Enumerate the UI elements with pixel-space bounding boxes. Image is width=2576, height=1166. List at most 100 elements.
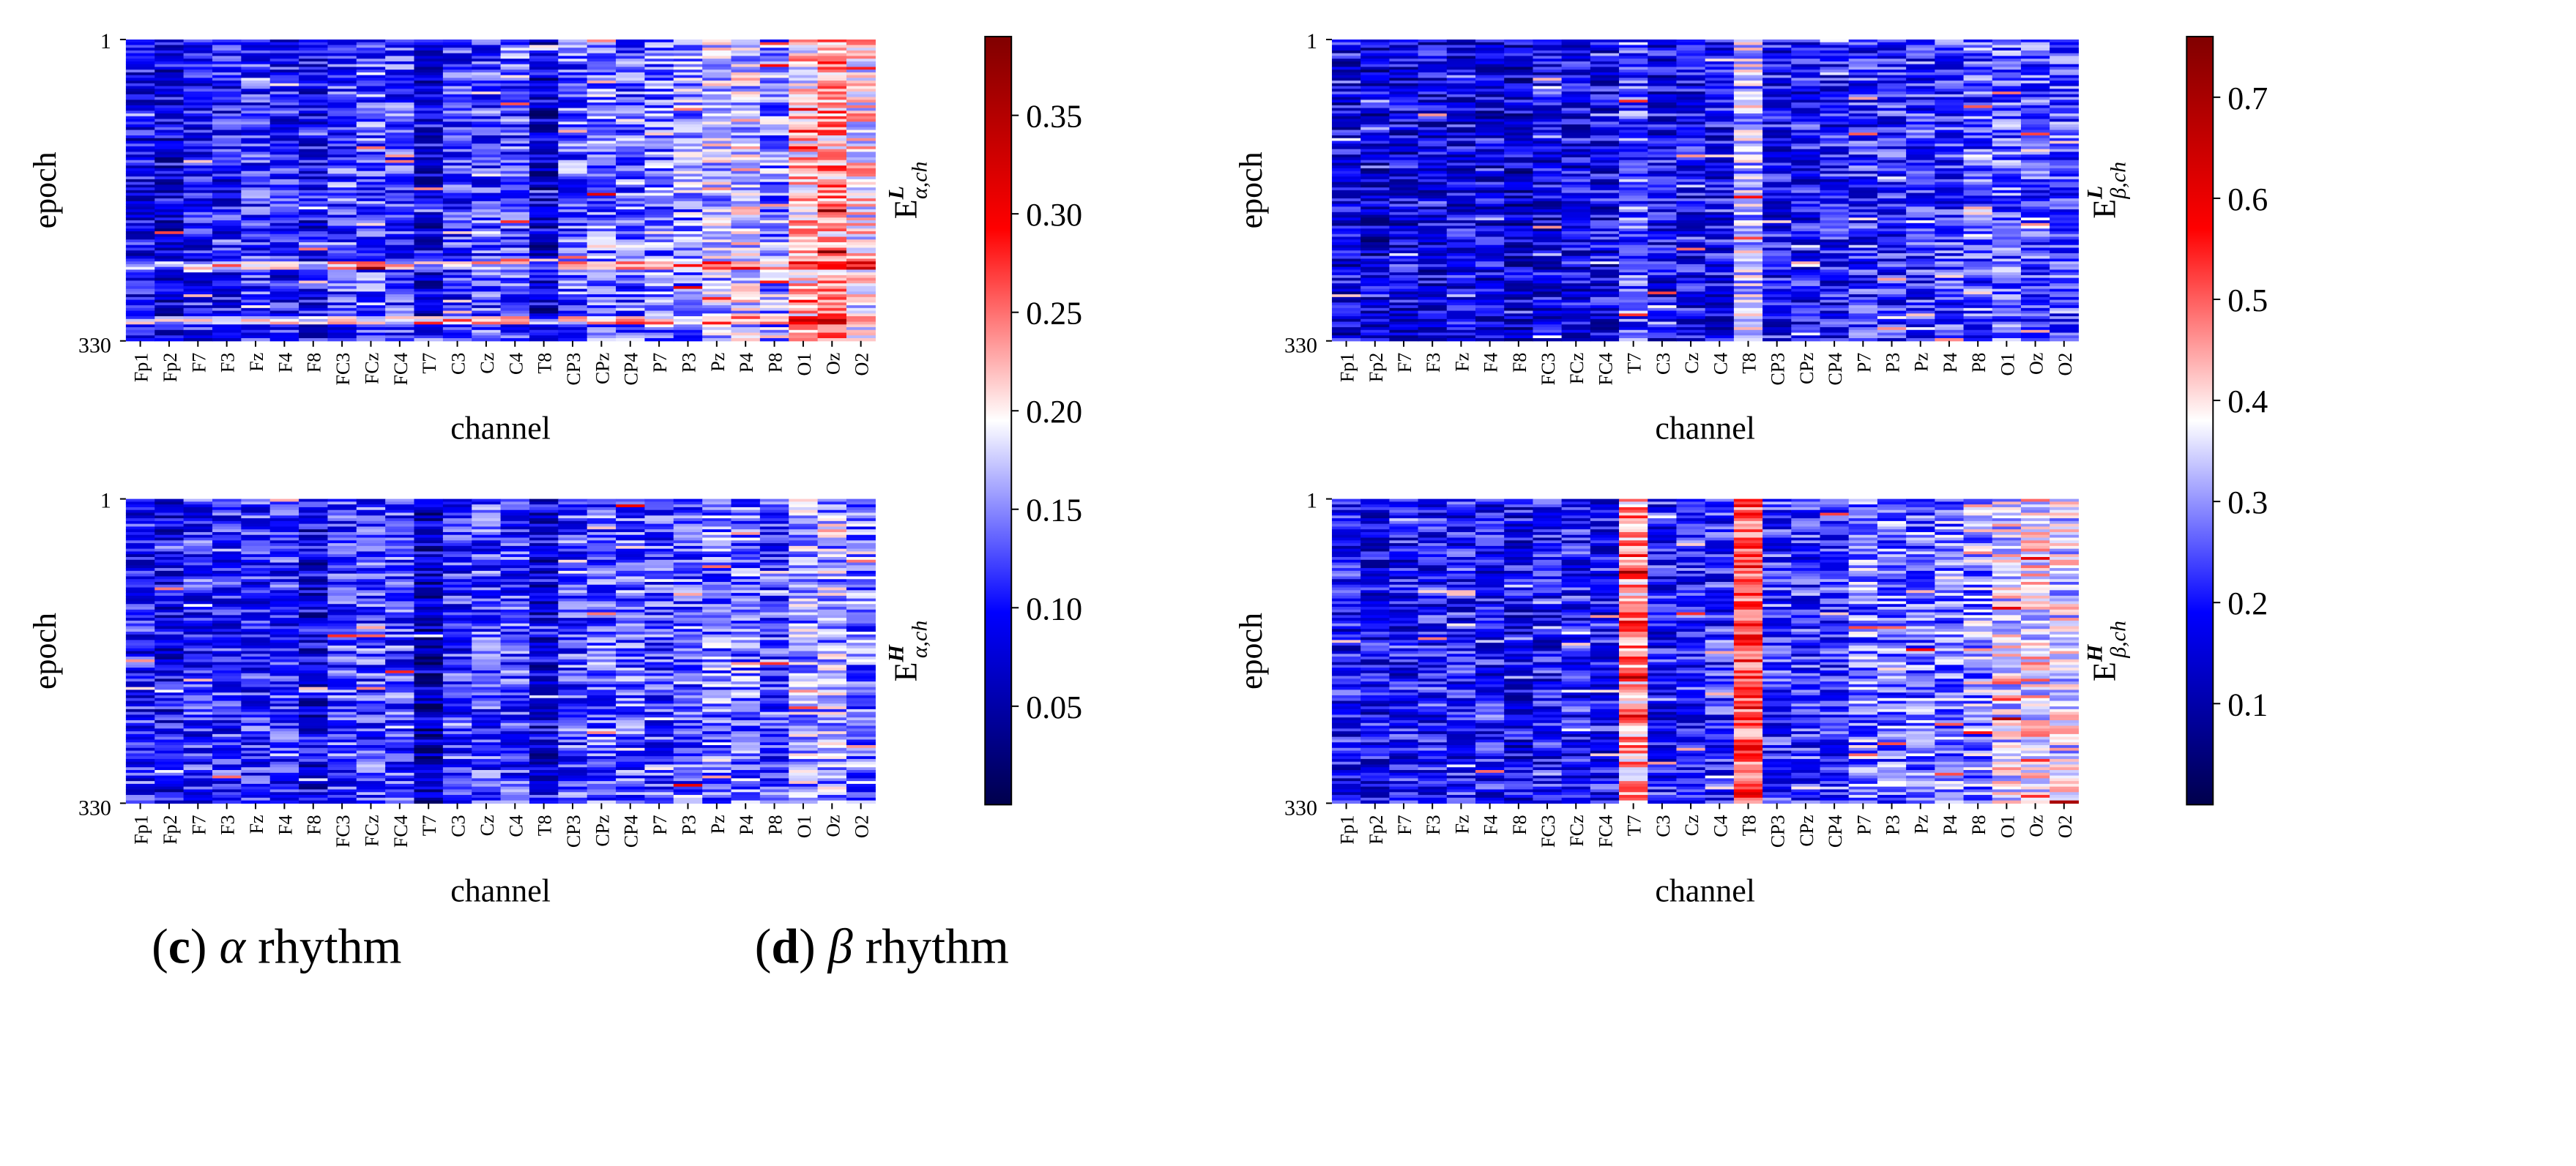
heat-cell	[183, 643, 213, 646]
heat-cell	[212, 190, 242, 194]
heat-cell	[673, 212, 703, 216]
heat-cell	[472, 280, 502, 284]
heat-cell	[125, 498, 155, 502]
heat-cell	[125, 554, 155, 558]
heat-cell	[817, 335, 847, 339]
heat-cell	[644, 132, 674, 136]
heat-cell	[702, 261, 732, 265]
heat-cell	[385, 632, 415, 635]
heat-cell	[759, 97, 789, 100]
heat-cell	[644, 537, 674, 541]
heat-cell	[125, 50, 155, 54]
heat-cell	[299, 607, 329, 610]
heat-cell	[125, 135, 155, 139]
heat-cell	[385, 545, 415, 550]
heat-cell	[155, 233, 185, 238]
heat-cell	[529, 310, 559, 314]
heat-cell	[817, 236, 847, 240]
heat-cell	[241, 105, 271, 109]
heat-cell	[558, 684, 588, 688]
heat-cell	[702, 253, 732, 257]
heat-cell	[155, 657, 185, 660]
heat-cell	[558, 739, 588, 743]
x-tick-label: Oz	[822, 353, 844, 375]
heat-cell	[414, 280, 444, 284]
heat-cell	[616, 94, 646, 98]
heat-cell	[846, 269, 876, 273]
heat-cell	[500, 111, 530, 114]
heat-cell	[125, 573, 155, 578]
heat-cell	[299, 236, 329, 240]
heat-cell	[414, 258, 444, 262]
heat-cell	[241, 537, 271, 541]
heat-cell	[212, 700, 242, 704]
heat-cell	[644, 593, 674, 597]
heat-cell	[442, 615, 472, 618]
heat-cell	[616, 676, 646, 679]
heat-cell	[500, 598, 530, 602]
heat-cell	[212, 531, 242, 536]
heat-cell	[125, 214, 155, 218]
heat-cell	[414, 294, 444, 298]
heat-cell	[673, 233, 703, 238]
heat-cell	[212, 152, 242, 155]
heat-cell	[212, 261, 242, 265]
heat-cell	[155, 179, 185, 183]
heat-cell	[529, 792, 559, 796]
heat-cell	[125, 645, 155, 649]
heat-cell	[269, 127, 299, 131]
heat-cell	[414, 154, 444, 158]
heat-cell	[846, 305, 876, 309]
heat-cell	[529, 700, 559, 704]
heat-cell	[212, 116, 242, 120]
heat-cell	[500, 228, 530, 232]
heat-cell	[789, 91, 819, 95]
heat-cell	[442, 618, 472, 621]
heat-cell	[472, 786, 502, 791]
heat-cell	[472, 122, 502, 125]
heat-cell	[587, 665, 617, 668]
heat-cell	[212, 518, 242, 522]
heat-cell	[356, 56, 386, 59]
heat-cell	[558, 83, 588, 87]
heat-cell	[644, 105, 674, 109]
heat-cell	[817, 193, 847, 196]
heat-cell	[356, 540, 386, 544]
heat-cell	[241, 253, 271, 257]
heat-cell	[299, 247, 329, 251]
heat-cell	[472, 684, 502, 688]
heat-cell	[644, 152, 674, 155]
heat-cell	[356, 48, 386, 51]
heat-cell	[529, 56, 559, 59]
heat-cell	[731, 294, 761, 298]
heat-cell	[500, 318, 530, 323]
heat-cell	[702, 70, 732, 73]
heat-cell	[472, 620, 502, 624]
heat-cell	[212, 764, 242, 768]
heat-cell	[299, 559, 329, 564]
heat-cell	[616, 89, 646, 92]
heat-cell	[472, 626, 502, 629]
heat-cell	[356, 329, 386, 334]
heat-cell	[442, 212, 472, 216]
heat-cell	[241, 291, 271, 295]
heat-cell	[731, 236, 761, 240]
heat-cell	[500, 501, 530, 505]
heat-cell	[558, 64, 588, 67]
heat-cell	[789, 318, 819, 323]
heat-cell	[212, 731, 242, 735]
heat-cell	[183, 573, 213, 578]
heat-cell	[616, 201, 646, 205]
heat-cell	[472, 615, 502, 618]
heat-cell	[500, 692, 530, 696]
heat-cell	[356, 742, 386, 746]
heat-cell	[587, 102, 617, 106]
heat-cell	[385, 651, 415, 654]
heat-cell	[472, 283, 502, 287]
heat-cell	[558, 795, 588, 799]
heat-cell	[587, 698, 617, 702]
heat-cell	[299, 504, 329, 508]
heat-cell	[125, 337, 155, 342]
heat-cell	[385, 294, 415, 298]
heat-cell	[500, 714, 530, 718]
